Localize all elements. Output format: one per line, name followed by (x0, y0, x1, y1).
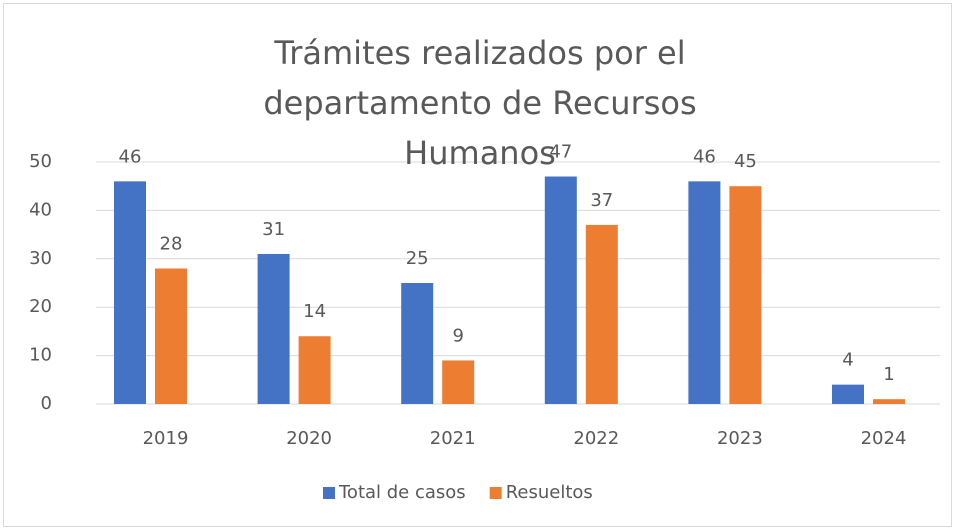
data-label: 1 (883, 364, 894, 385)
data-label: 47 (549, 142, 572, 163)
legend-swatch (323, 487, 335, 499)
x-tick-label: 2023 (717, 428, 763, 449)
bar (729, 186, 762, 404)
y-tick-label: 10 (29, 345, 52, 366)
data-label: 37 (590, 190, 613, 211)
bar (544, 176, 577, 404)
data-label: 31 (262, 219, 285, 240)
x-tick-label: 2020 (286, 428, 332, 449)
data-label: 28 (160, 233, 183, 254)
legend-label: Total de casos (338, 482, 466, 503)
x-tick-label: 2024 (861, 428, 907, 449)
bar (873, 399, 905, 404)
x-tick-label: 2022 (573, 428, 619, 449)
bar (298, 336, 331, 404)
y-tick-label: 0 (41, 393, 52, 414)
chart-border (3, 3, 952, 527)
data-label: 4 (842, 350, 853, 371)
y-tick-label: 50 (29, 151, 52, 172)
x-tick-label: 2019 (143, 428, 189, 449)
x-tick-label: 2021 (430, 428, 476, 449)
bar (688, 181, 721, 404)
y-tick-label: 40 (29, 199, 52, 220)
data-label: 46 (693, 146, 716, 167)
data-label: 46 (119, 146, 142, 167)
chart-title: Trámites realizados por el departamento … (263, 34, 697, 172)
data-label: 14 (303, 301, 326, 322)
bar (585, 224, 618, 404)
legend-label: Resueltos (506, 482, 593, 503)
data-label: 25 (406, 248, 429, 269)
bar (832, 384, 864, 404)
bar (114, 181, 146, 404)
data-label: 9 (452, 325, 463, 346)
y-tick-label: 30 (29, 248, 52, 269)
bar (155, 268, 187, 404)
bar (401, 283, 434, 404)
bar (442, 360, 475, 404)
legend-swatch (489, 487, 502, 499)
y-tick-label: 20 (29, 296, 52, 317)
bar (257, 253, 290, 404)
data-label: 45 (734, 151, 757, 172)
